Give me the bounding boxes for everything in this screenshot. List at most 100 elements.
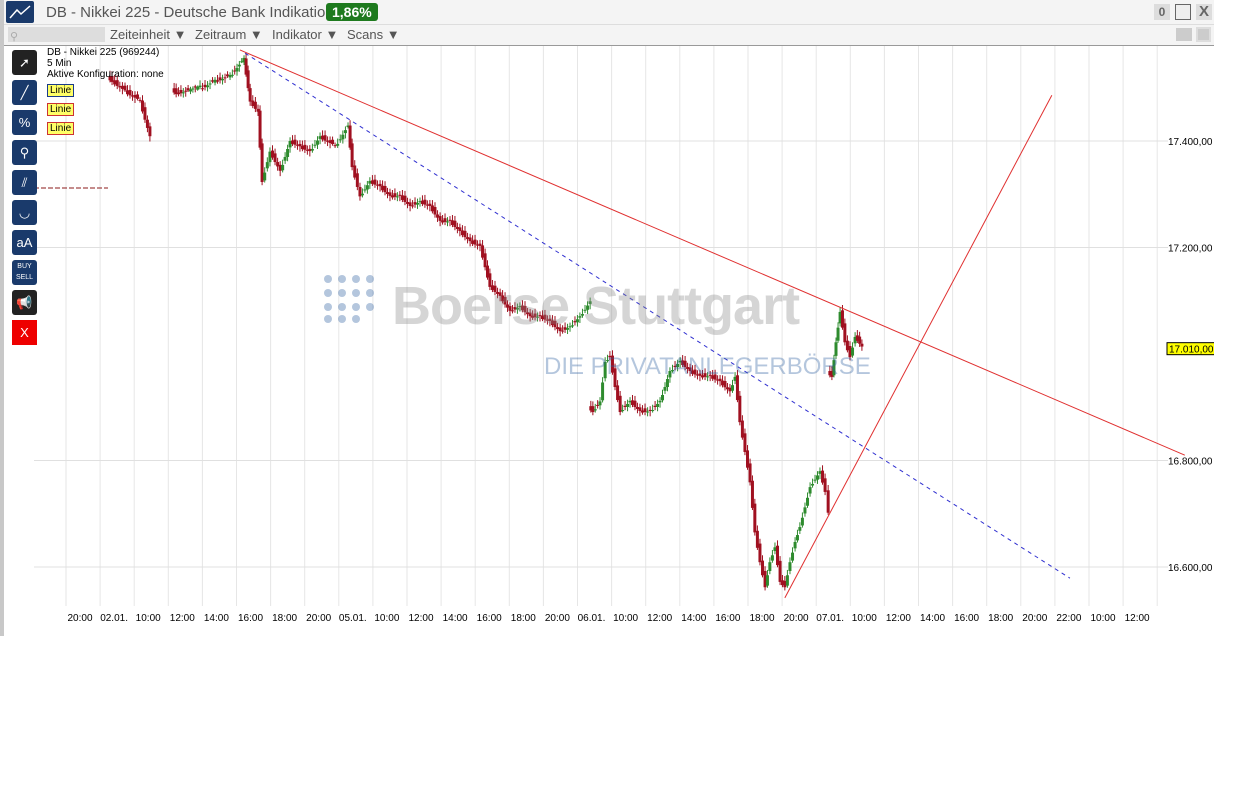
megaphone-tool-icon[interactable]: 📢 (12, 290, 37, 315)
candle (718, 378, 722, 382)
candle (815, 475, 819, 480)
candle (331, 139, 335, 145)
candle (341, 134, 345, 140)
candle (496, 291, 500, 294)
candle (201, 88, 205, 90)
drawing-badge[interactable]: Linie (47, 103, 75, 116)
candle (448, 219, 452, 221)
candle (388, 192, 392, 196)
drawing-badge[interactable]: Linie (47, 122, 75, 135)
percent-tool-icon[interactable]: % (12, 110, 37, 135)
candle (643, 408, 647, 413)
candle (478, 243, 482, 246)
candle (455, 226, 459, 229)
candle (403, 195, 407, 202)
candle (506, 304, 510, 308)
candle (798, 527, 802, 531)
search-input[interactable]: ⚲ (8, 27, 105, 43)
candle (326, 140, 330, 142)
x-tick-label: 07.01. (816, 613, 844, 624)
candle (184, 90, 188, 92)
candle (765, 575, 769, 586)
delete-tool-icon[interactable]: X (12, 320, 37, 345)
candle (608, 355, 612, 358)
candle (518, 306, 522, 308)
line-tool-icon[interactable]: ╱ (12, 80, 37, 105)
candle (343, 130, 347, 134)
candle (838, 311, 842, 324)
candle (843, 323, 847, 343)
candle (633, 400, 637, 407)
candle (618, 395, 622, 413)
candle (211, 80, 215, 82)
candle (613, 368, 617, 388)
candle (616, 385, 620, 401)
menu-indikator[interactable]: Indikator ▼ (272, 27, 339, 42)
candle (606, 360, 610, 362)
drawing-badge[interactable]: Linie (47, 84, 75, 97)
candle (476, 244, 480, 246)
candle (423, 199, 427, 205)
candle (808, 487, 812, 494)
candle (793, 541, 797, 549)
candle (353, 165, 357, 178)
candle (840, 310, 844, 328)
candle (746, 450, 750, 468)
maximize-button[interactable] (1175, 4, 1191, 20)
candle (661, 395, 665, 401)
y-tick-label: 17.400,00 (1168, 137, 1213, 148)
x-tick-label: 12:00 (408, 613, 433, 624)
candle (140, 100, 144, 112)
x-tick-label: 10:00 (852, 613, 877, 624)
drawing-toolbar: ➚ ╱ % ⚲ ⫽ ◡ aA BUY SELL 📢 X (12, 50, 38, 350)
parallel-lines-tool-icon[interactable]: ⫽ (12, 170, 37, 195)
text-tool-icon[interactable]: aA (12, 230, 37, 255)
candle (603, 361, 607, 379)
pointer-tool-icon[interactable]: ➚ (12, 50, 37, 75)
menu-zeitraum[interactable]: Zeitraum ▼ (195, 27, 263, 42)
candle (186, 88, 190, 91)
candle (646, 411, 650, 413)
menu-scans[interactable]: Scans ▼ (347, 27, 400, 42)
candle (240, 61, 244, 63)
candle (795, 535, 799, 541)
counter-button[interactable]: 0 (1154, 4, 1170, 20)
candle (566, 328, 570, 330)
folder-icon[interactable] (1176, 28, 1192, 41)
candle (203, 84, 207, 88)
candle (376, 184, 380, 186)
candle (338, 139, 342, 141)
candle (853, 336, 857, 344)
candle (263, 172, 267, 181)
candle (363, 189, 367, 191)
candle (179, 89, 183, 94)
magnifier-tool-icon[interactable]: ⚲ (12, 140, 37, 165)
candle (355, 173, 359, 187)
save-icon[interactable] (1196, 27, 1211, 42)
menu-zeiteinheit[interactable]: Zeiteinheit ▼ (110, 27, 187, 42)
candle (398, 194, 402, 196)
buy-sell-tool-icon[interactable]: BUY SELL (12, 260, 37, 285)
close-button[interactable]: X (1196, 4, 1212, 20)
candle (548, 318, 552, 321)
y-tick-label: 16.600,00 (1168, 563, 1213, 574)
price-chart[interactable]: 17.400,00 17.200,00 16.800,00 16.600,00 20:0… (4, 46, 1214, 636)
curve-tool-icon[interactable]: ◡ (12, 200, 37, 225)
candle (665, 379, 669, 388)
candle (728, 387, 732, 392)
candle (145, 119, 149, 128)
x-tick-label: 05.01. (339, 613, 367, 624)
candle (651, 410, 655, 412)
candle (706, 376, 710, 378)
chart-trend-icon[interactable] (6, 1, 34, 23)
candle (446, 221, 450, 223)
candle (851, 347, 855, 356)
x-tick-label: 14:00 (204, 613, 229, 624)
candle (443, 218, 447, 222)
x-tick-label: 12:00 (886, 613, 911, 624)
candle (278, 164, 282, 171)
candle (244, 58, 248, 75)
candle (550, 320, 554, 326)
candle (368, 180, 372, 184)
candle (221, 78, 225, 81)
